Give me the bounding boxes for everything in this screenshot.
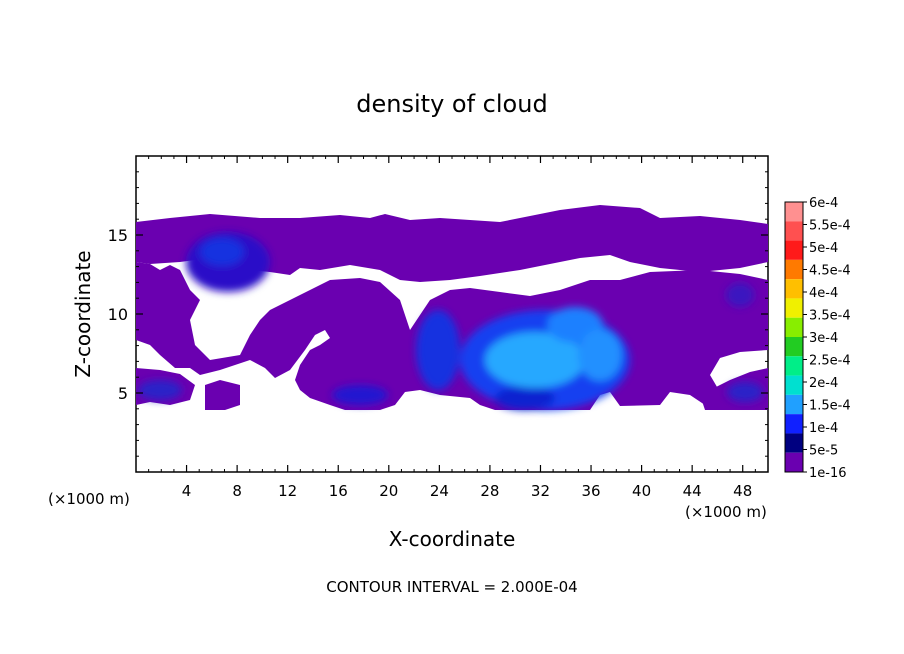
colorbar-label: 3.5e-4 xyxy=(809,309,851,324)
contour-level-5e-5 xyxy=(200,238,244,266)
contour-level-1.5e-4 xyxy=(578,329,622,381)
contour-level-5e-5 xyxy=(726,283,754,307)
y-tick-label: 5 xyxy=(118,384,128,403)
x-axis: 4 8 12 16 20 24 28 32 36 40 44 48 xyxy=(148,156,756,500)
colorbar-swatch xyxy=(785,279,803,299)
colorbar-label: 5e-4 xyxy=(809,241,838,256)
x-tick-label: 16 xyxy=(329,482,348,500)
contour-level-5e-5 xyxy=(727,382,763,402)
x-axis-unit-left: (×1000 m) xyxy=(48,490,130,508)
colorbar-legend: 6e-4 5.5e-4 5e-4 4.5e-4 4e-4 3.5e-4 3e-4 2.5e-4… xyxy=(784,196,851,481)
x-tick-label: 40 xyxy=(632,482,651,500)
colorbar-label: 1e-16 xyxy=(809,466,847,481)
colorbar-swatch xyxy=(785,337,803,357)
colorbar-swatch xyxy=(785,259,803,280)
y-axis: 5 10 15 xyxy=(108,171,768,457)
colorbar-swatch xyxy=(785,414,803,434)
x-tick-label: 48 xyxy=(733,482,752,500)
contour-region xyxy=(136,205,768,282)
colorbar-swatch xyxy=(785,375,803,395)
colorbar-swatch xyxy=(785,433,803,453)
colorbar-swatch xyxy=(785,298,803,318)
x-tick-label: 44 xyxy=(683,482,702,500)
contour-fill-area xyxy=(136,205,768,410)
y-axis-label: Z-coordinate xyxy=(71,250,95,377)
contour-region xyxy=(205,380,240,410)
colorbar-swatch xyxy=(785,317,803,337)
chart-title: density of cloud xyxy=(356,90,547,118)
contour-inner-levels xyxy=(138,232,763,410)
x-tick-label: 8 xyxy=(232,482,242,500)
y-tick-label: 15 xyxy=(108,226,128,245)
colorbar-label: 2e-4 xyxy=(809,376,838,391)
colorbar-swatch xyxy=(785,240,803,260)
colorbar-label: 5.5e-4 xyxy=(809,219,851,234)
x-tick-label: 28 xyxy=(480,482,499,500)
x-axis-label: X-coordinate xyxy=(389,527,516,551)
x-tick-label: 12 xyxy=(278,482,297,500)
colorbar-label: 4e-4 xyxy=(809,286,838,301)
contour-level-1.5e-4 xyxy=(485,332,585,388)
x-tick-label: 32 xyxy=(531,482,550,500)
y-tick-label: 10 xyxy=(108,305,128,324)
colorbar-swatch xyxy=(785,202,803,222)
colorbar-label: 6e-4 xyxy=(809,196,838,211)
colorbar-swatch xyxy=(785,221,803,241)
x-tick-label: 20 xyxy=(379,482,398,500)
contour-level-5e-5 xyxy=(332,385,388,405)
colorbar-label: 1e-4 xyxy=(809,421,838,436)
colorbar-label: 1.5e-4 xyxy=(809,399,851,414)
x-tick-label: 4 xyxy=(182,482,192,500)
contour-level-1e-4 xyxy=(416,310,460,390)
colorbar-swatch xyxy=(785,356,803,376)
x-axis-unit-right: (×1000 m) xyxy=(685,503,767,521)
colorbar-label: 5e-5 xyxy=(809,444,838,459)
colorbar-label: 4.5e-4 xyxy=(809,264,851,279)
contour-interval-note: CONTOUR INTERVAL = 2.000E-04 xyxy=(326,578,577,596)
x-tick-label: 36 xyxy=(581,482,600,500)
colorbar-label: 2.5e-4 xyxy=(809,354,851,369)
contour-level-5e-5 xyxy=(138,380,182,400)
colorbar-swatch xyxy=(785,394,803,415)
colorbar-swatch xyxy=(785,452,803,472)
x-tick-label: 24 xyxy=(430,482,449,500)
colorbar-label: 3e-4 xyxy=(809,331,838,346)
contour-level-1e-4 xyxy=(495,386,555,410)
